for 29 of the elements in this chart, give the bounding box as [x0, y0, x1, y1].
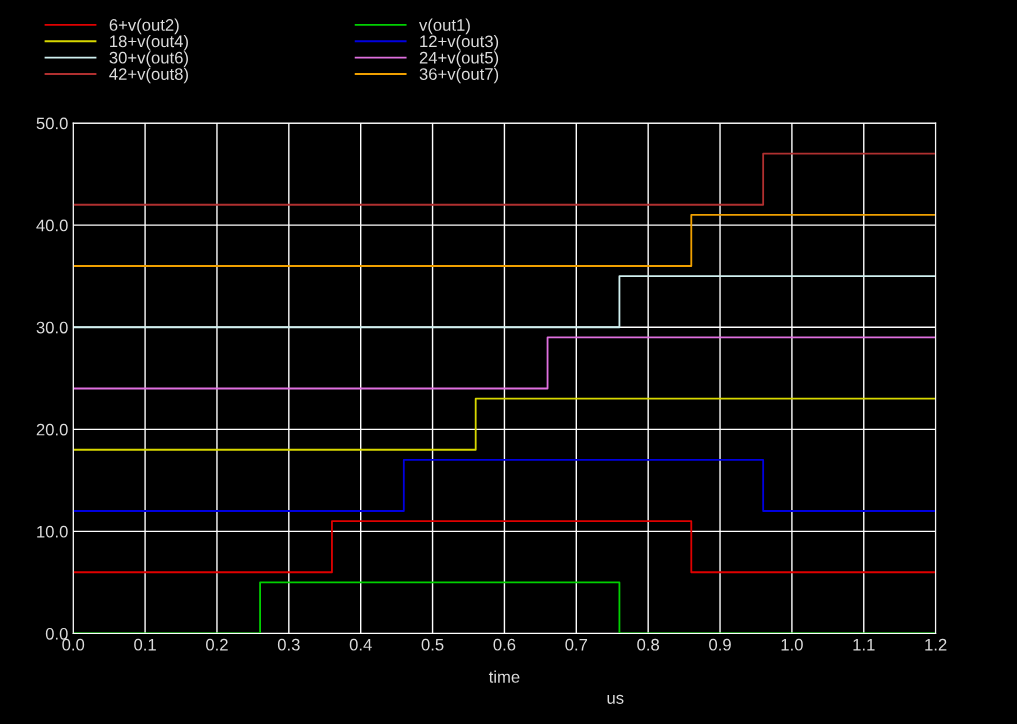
x-tick-label: 1.0	[781, 638, 803, 651]
x-tick-label: 0.8	[637, 638, 660, 651]
y-tick-label: 0.0	[45, 627, 68, 640]
y-tick-label: 10.0	[37, 525, 68, 538]
text: us	[607, 694, 624, 704]
y-tick-label: 20.0	[36, 423, 68, 436]
x-tick-label: 0.4	[349, 638, 372, 651]
legend-label: 12+v(out3)	[420, 34, 499, 51]
legend-label: 18+v(out4)	[110, 34, 188, 51]
x-tick-label: 0.5	[421, 638, 444, 651]
x-tick-label: 0.3	[277, 638, 300, 651]
x-tick-label: 0.1	[134, 638, 156, 651]
legend-label: 6+v(out2)	[109, 18, 179, 35]
x-tick-label: 1.1	[853, 638, 875, 651]
x-tick-label: 0.6	[493, 638, 516, 651]
y-tick-label: 40.0	[36, 219, 68, 232]
legend-label: 24+v(out5)	[419, 51, 499, 67]
x-tick-label: 0.9	[709, 638, 731, 651]
y-tick-label: 50.0	[36, 117, 68, 130]
legend-label: 30+v(out6)	[109, 51, 188, 67]
x-tick-label: 0.2	[206, 638, 228, 651]
legend-label: 36+v(out7)	[419, 67, 499, 84]
legend-label: v(out1)	[419, 18, 470, 35]
legend-label: 42+v(out8)	[109, 67, 188, 84]
x-tick-label: 0.0	[62, 638, 85, 651]
y-tick-label: 30.0	[36, 321, 68, 334]
x-tick-label: 0.7	[565, 638, 588, 651]
x-axis-title: time	[488, 670, 520, 683]
x-tick-label: 1.2	[925, 638, 947, 651]
